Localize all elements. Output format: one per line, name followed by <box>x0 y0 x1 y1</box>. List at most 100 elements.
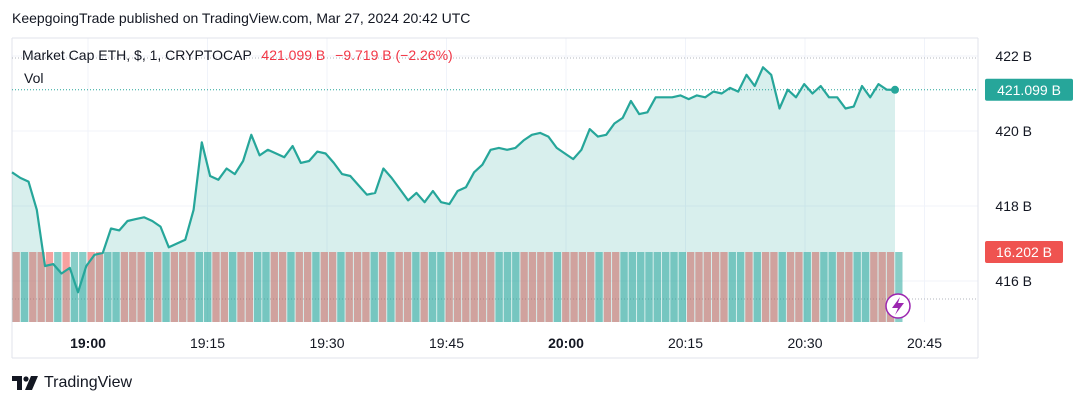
volume-bar <box>137 252 145 322</box>
volume-bar <box>378 252 387 322</box>
volume-bar <box>653 252 662 322</box>
y-tick-label: 420 B <box>995 123 1032 139</box>
x-tick-label: 19:30 <box>309 335 344 351</box>
volume-bar <box>462 252 470 322</box>
volume-bar <box>562 252 570 322</box>
volume-legend-label: Vol <box>24 70 44 86</box>
volume-bar <box>861 252 870 322</box>
volume-bar <box>828 252 836 322</box>
volume-bar <box>253 252 262 322</box>
volume-bar <box>353 252 362 322</box>
volume-bar <box>45 252 54 322</box>
chart-legend: Market Cap ETH, $, 1, CRYPTOCAP 421.099 … <box>22 47 453 63</box>
volume-tag-label: 16.202 B <box>996 244 1052 260</box>
volume-bar <box>170 252 179 322</box>
volume-bar <box>453 252 462 322</box>
x-tick-label: 20:45 <box>907 335 942 351</box>
volume-bar <box>79 252 87 322</box>
volume-bar <box>370 252 378 322</box>
price-line <box>11 66 896 294</box>
volume-bar <box>12 252 20 322</box>
volume-bar <box>553 252 562 322</box>
volume-bar <box>337 252 345 322</box>
volume-bar <box>187 252 195 322</box>
volume-bar <box>303 252 312 322</box>
volume-bar <box>295 252 303 322</box>
volume-bar <box>587 252 595 322</box>
volume-tag: 16.202 B <box>985 241 1063 263</box>
volume-bar <box>403 252 412 322</box>
volume-bar <box>20 252 29 322</box>
volume-bar <box>803 252 811 322</box>
volume-bar <box>686 252 695 322</box>
volume-bar <box>345 252 353 322</box>
volume-bar <box>795 252 803 322</box>
y-tick-label: 416 B <box>995 273 1032 289</box>
volume-bar <box>195 252 204 322</box>
volume-bar <box>703 252 711 322</box>
x-tick-label: 20:30 <box>787 335 822 351</box>
volume-bar <box>870 252 878 322</box>
volume-bar <box>578 252 587 322</box>
volume-bar <box>62 252 70 322</box>
volume-bars <box>12 252 903 322</box>
volume-bar <box>711 252 720 322</box>
volume-bar <box>603 252 612 322</box>
volume-bar <box>786 252 795 322</box>
tradingview-logo-icon <box>12 376 38 390</box>
volume-bar <box>212 252 220 322</box>
volume-bar <box>820 252 828 322</box>
volume-bar <box>512 252 520 322</box>
x-tick-label: 19:15 <box>190 335 225 351</box>
publisher-line: KeepgoingTrade published on TradingView.… <box>12 10 471 26</box>
volume-bar <box>487 252 495 322</box>
volume-bar <box>437 252 445 322</box>
volume-bar <box>612 252 620 322</box>
volume-bar <box>154 252 162 322</box>
volume-bar <box>736 252 745 322</box>
volume-bar <box>145 252 154 322</box>
volume-bar <box>70 252 79 322</box>
y-tick-label: 418 B <box>995 198 1032 214</box>
volume-bar <box>54 252 62 322</box>
volume-bar <box>179 252 187 322</box>
volume-bar <box>262 252 270 322</box>
volume-bar <box>220 252 229 322</box>
x-axis: 19:00 19:15 19:30 19:45 20:00 20:15 20:30 20:45 <box>70 335 942 351</box>
volume-bar <box>886 252 895 322</box>
volume-bar <box>245 252 253 322</box>
volume-bar <box>545 252 553 322</box>
volume-bar <box>95 252 104 322</box>
lightning-icon[interactable] <box>885 293 911 319</box>
volume-bar <box>104 252 112 322</box>
legend-change: −9.719 B (−2.26%) <box>335 47 453 63</box>
price-area-fill <box>12 67 895 322</box>
volume-bar <box>620 252 628 322</box>
y-tick-label: 422 B <box>995 48 1032 64</box>
volume-bar <box>745 252 753 322</box>
volume-bar <box>570 252 578 322</box>
volume-bar <box>412 252 420 322</box>
volume-bar <box>761 252 770 322</box>
volume-bar <box>120 252 129 322</box>
volume-bar <box>537 252 545 322</box>
volume-bar <box>312 252 320 322</box>
volume-bar <box>470 252 478 322</box>
x-tick-label: 20:00 <box>548 335 584 351</box>
volume-bar <box>720 252 728 322</box>
volume-bar <box>878 252 886 322</box>
volume-bar <box>595 252 603 322</box>
volume-bar <box>662 252 670 322</box>
volume-bar <box>229 252 237 322</box>
volume-bar <box>778 252 786 322</box>
volume-bar <box>395 252 403 322</box>
volume-bar <box>478 252 487 322</box>
price-tag: 421.099 B <box>985 78 1073 101</box>
brand[interactable]: TradingView <box>12 374 132 392</box>
volume-bar <box>495 252 503 322</box>
volume-bar <box>445 252 453 322</box>
volume-bar <box>237 252 245 322</box>
x-tick-label: 19:00 <box>70 335 106 351</box>
